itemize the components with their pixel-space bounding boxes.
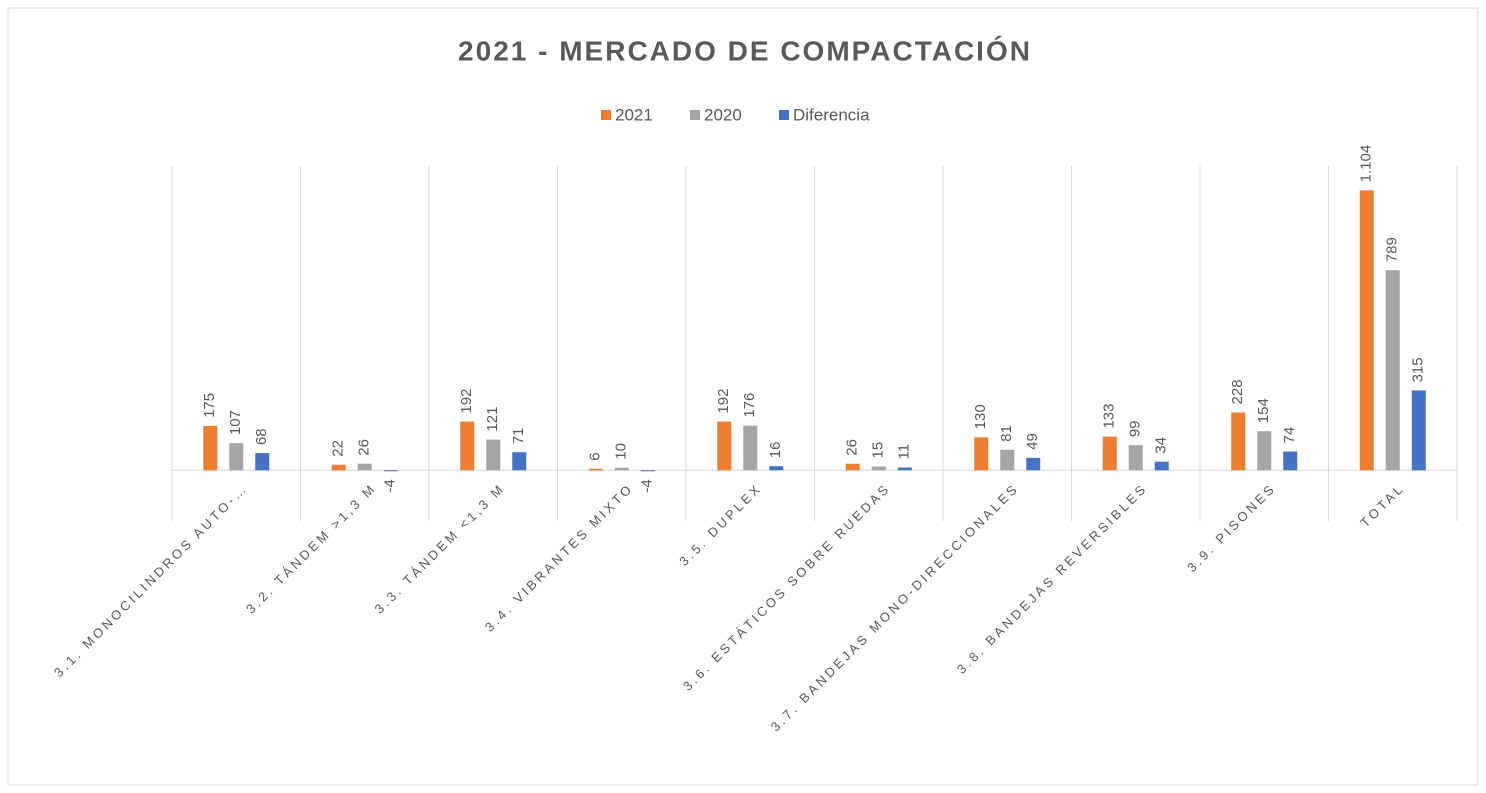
bar	[614, 467, 629, 471]
bar	[1231, 412, 1246, 471]
data-label: 22	[330, 440, 347, 457]
bar	[974, 437, 989, 471]
bar	[897, 467, 912, 471]
bar	[845, 463, 860, 471]
legend-swatch	[601, 110, 611, 120]
bar	[871, 466, 886, 471]
legend-swatch	[779, 110, 789, 120]
legend-swatch	[690, 110, 700, 120]
bar	[1359, 190, 1374, 471]
data-label: 68	[253, 428, 270, 445]
bar	[255, 453, 270, 471]
bar	[357, 463, 372, 471]
data-label: 107	[227, 410, 244, 435]
data-label: 11	[896, 444, 913, 460]
bar	[1385, 270, 1400, 471]
bar	[743, 425, 758, 471]
bar	[1102, 436, 1117, 471]
data-label: 192	[458, 389, 475, 414]
bar	[331, 464, 346, 471]
bar	[1283, 451, 1298, 471]
data-label: 49	[1024, 433, 1041, 450]
data-label: 34	[1153, 437, 1170, 454]
bar	[203, 425, 218, 471]
data-label: 192	[715, 389, 732, 414]
bar	[229, 443, 244, 471]
bar	[1154, 461, 1169, 471]
data-label: 228	[1229, 379, 1246, 404]
data-label: 6	[587, 452, 604, 460]
bar	[588, 468, 603, 471]
bar	[460, 421, 475, 471]
bar	[769, 466, 784, 471]
bar	[717, 421, 732, 471]
data-label: 99	[1127, 420, 1144, 437]
data-label: 10	[613, 443, 630, 460]
bar	[512, 452, 527, 471]
data-label: 789	[1384, 237, 1401, 262]
legend-label: 2020	[704, 105, 742, 124]
data-label: 15	[870, 442, 887, 459]
bar	[1257, 431, 1272, 471]
data-label: 81	[998, 425, 1015, 442]
legend-label: Diferencia	[793, 105, 870, 124]
chart-title: 2021 - MERCADO DE COMPACTACIÓN	[458, 35, 1032, 66]
data-label: -4	[382, 479, 399, 492]
bar	[640, 470, 655, 472]
bar	[383, 470, 398, 472]
data-label: 26	[844, 439, 861, 456]
data-label: 74	[1281, 427, 1298, 444]
bar	[486, 439, 501, 471]
legend-label: 2021	[615, 105, 653, 124]
data-label: 130	[972, 404, 989, 429]
bar	[1411, 390, 1426, 471]
data-label: 71	[510, 428, 527, 445]
data-label: 1.104	[1358, 145, 1375, 183]
data-label: 133	[1101, 404, 1118, 429]
data-label: 175	[201, 393, 218, 418]
bar	[1026, 457, 1041, 471]
data-label: 315	[1410, 357, 1427, 382]
data-label: 16	[767, 442, 784, 459]
data-label: -4	[639, 479, 656, 492]
bar	[1128, 445, 1143, 471]
bar	[1000, 449, 1015, 471]
data-label: 26	[356, 439, 373, 456]
data-label: 154	[1255, 398, 1272, 423]
data-label: 121	[484, 407, 501, 432]
data-label: 176	[741, 393, 758, 418]
chart-frame	[7, 7, 1479, 786]
